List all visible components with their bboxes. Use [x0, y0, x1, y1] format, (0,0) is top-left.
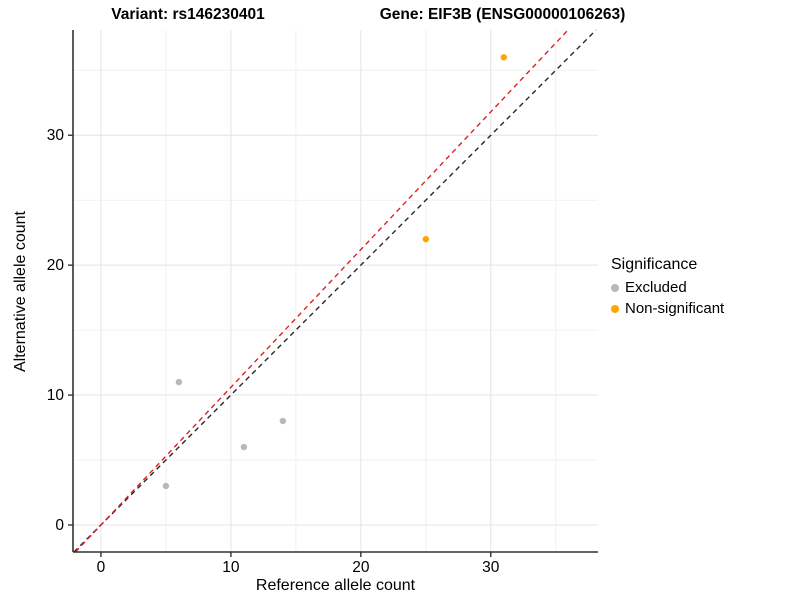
variant-title: Variant: rs146230401 [111, 6, 265, 23]
legend: Significance Excluded Non-significant [611, 256, 797, 319]
y-axis-label: Alternative allele count [12, 210, 29, 372]
data-point-excluded [279, 417, 287, 425]
data-point-excluded [240, 443, 248, 451]
x-tick-label: 10 [222, 559, 240, 576]
legend-item-excluded: Excluded [611, 277, 797, 298]
y-tick-label: 0 [55, 517, 64, 534]
legend-label-non-significant: Non-significant [625, 300, 725, 317]
legend-title: Significance [611, 256, 698, 273]
data-point-excluded [162, 482, 170, 490]
legend-item-non-significant: Non-significant [611, 298, 797, 319]
legend-label-excluded: Excluded [625, 279, 687, 296]
y-tick-label: 10 [47, 387, 65, 404]
data-point-non-significant [422, 235, 430, 243]
data-point-non-significant [500, 54, 507, 61]
y-tick-label: 30 [47, 127, 65, 144]
fit-line [74, 29, 569, 553]
excluded-dot-icon [611, 283, 619, 292]
data-point-excluded [175, 378, 183, 386]
x-tick-label: 0 [97, 559, 106, 576]
x-axis-label: Reference allele count [255, 577, 416, 594]
y-axis-label-wrap: Alternative allele count [10, 30, 32, 552]
identity-line [73, 29, 597, 553]
x-tick-label: 30 [482, 559, 500, 576]
x-tick-label: 20 [352, 559, 370, 576]
non-significant-dot-icon [611, 304, 619, 313]
gene-title: Gene: EIF3B (ENSG00000106263) [379, 6, 626, 23]
y-tick-label: 20 [47, 257, 65, 274]
